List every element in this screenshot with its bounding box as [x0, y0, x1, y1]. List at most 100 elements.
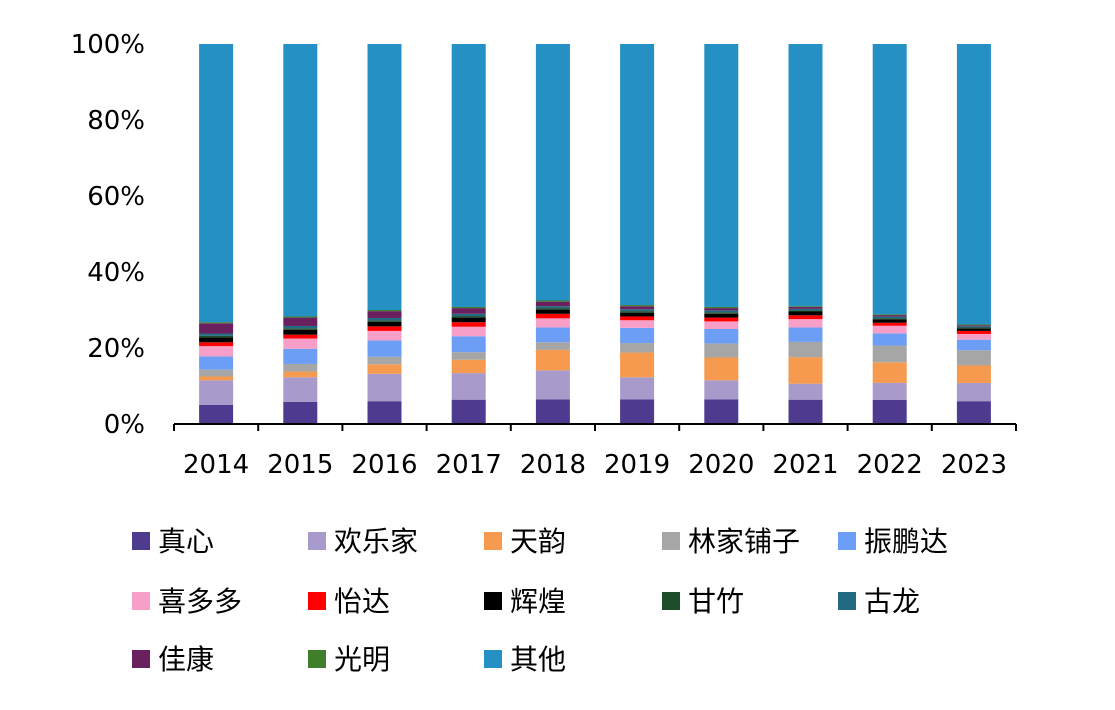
bar-segment [283, 338, 318, 349]
bar-segment [367, 44, 402, 310]
bar-segment [956, 330, 991, 334]
legend-swatch [484, 650, 502, 668]
bar-stack-2014 [199, 44, 234, 424]
bar-segment [872, 400, 907, 424]
bar-segment [620, 399, 655, 424]
bar-segment [283, 371, 318, 378]
bar-segment [788, 310, 823, 312]
bar-segment [956, 328, 991, 331]
bar-segment [704, 321, 739, 329]
bar-segment [367, 326, 402, 331]
legend-swatch [308, 592, 326, 610]
bar-segment [283, 328, 318, 330]
bar-segment [451, 326, 486, 337]
bar-segment [535, 399, 570, 424]
bar-segment [956, 365, 991, 383]
bar-segment [956, 350, 991, 366]
bar-segment [451, 359, 486, 374]
bar-segment [367, 320, 402, 322]
bar-segment [199, 342, 234, 347]
bar-segment [620, 343, 655, 353]
legend-item: 其他 [484, 643, 566, 676]
legend-label: 光明 [334, 643, 390, 676]
bar-segment [872, 44, 907, 315]
legend-label: 佳康 [158, 643, 214, 676]
bar-segment [283, 317, 318, 326]
bar-segment [535, 44, 570, 301]
bar-segment [704, 312, 739, 314]
bar-segment [620, 377, 655, 400]
bar-segment [535, 370, 570, 400]
bar-segment [872, 362, 907, 383]
legend-label: 天韵 [510, 525, 566, 558]
bar-segment [872, 316, 907, 319]
x-tick-label: 2015 [267, 450, 333, 480]
bar-segment [788, 311, 823, 316]
bar-segment [620, 352, 655, 378]
bar-segment [956, 401, 991, 424]
bar-segment [704, 343, 739, 358]
bar-segment [367, 311, 402, 318]
legend-swatch [484, 592, 502, 610]
bar-segment [872, 333, 907, 346]
bar-segment [704, 306, 739, 309]
bar-segment [367, 310, 402, 312]
bar-segment [872, 319, 907, 323]
bar-segment [788, 306, 823, 307]
bar-segment [956, 339, 991, 351]
bar-segment [199, 380, 234, 405]
bar-segment [620, 316, 655, 321]
x-tick-label: 2018 [520, 450, 586, 480]
bar-segment [620, 309, 655, 312]
bar-segment [199, 356, 234, 370]
bar-segment [620, 305, 655, 307]
bar-stack-2021 [788, 44, 823, 424]
bar-segment [199, 346, 234, 357]
legend-label: 喜多多 [158, 585, 242, 618]
bar-segment [620, 327, 655, 344]
bar-segment [367, 330, 402, 341]
legend-label: 其他 [510, 643, 566, 676]
bar-segment [956, 382, 991, 402]
bar-segment [872, 315, 907, 317]
bar-segment [620, 312, 655, 317]
bar-segment [704, 399, 739, 424]
legend-swatch [132, 592, 150, 610]
y-tick-label: 0% [104, 410, 145, 440]
bar-segment [283, 325, 318, 329]
legend-swatch [484, 532, 502, 550]
bar-segment [788, 327, 823, 342]
bar-segment [872, 345, 907, 363]
bar-segment [199, 333, 234, 336]
bar-segment [535, 327, 570, 343]
legend-label: 真心 [158, 525, 214, 558]
bar-segment [535, 342, 570, 350]
bar-segment [451, 308, 486, 314]
legend-swatch [132, 532, 150, 550]
bar-segment [788, 383, 823, 400]
bar-segment [199, 376, 234, 381]
bar-segment [283, 363, 318, 372]
bar-stack-2015 [283, 44, 318, 424]
bar-segment [788, 44, 823, 307]
legend-item: 辉煌 [484, 585, 566, 618]
legend-swatch [838, 592, 856, 610]
legend-label: 甘竹 [688, 585, 744, 618]
bar-segment [535, 313, 570, 319]
bar-segment [199, 335, 234, 338]
bar-segment [704, 310, 739, 313]
legend-item: 林家铺子 [662, 525, 800, 558]
legend-swatch [308, 650, 326, 668]
bar-segment [367, 340, 402, 357]
bar-segment [620, 320, 655, 328]
legend-item: 欢乐家 [308, 525, 418, 558]
legend-label: 欢乐家 [334, 525, 418, 558]
x-tick-label: 2019 [604, 450, 670, 480]
bar-segment [788, 319, 823, 328]
x-tick-label: 2017 [436, 450, 502, 480]
bar-segment [199, 322, 234, 324]
bar-segment [451, 44, 486, 307]
bar-segment [620, 44, 655, 306]
